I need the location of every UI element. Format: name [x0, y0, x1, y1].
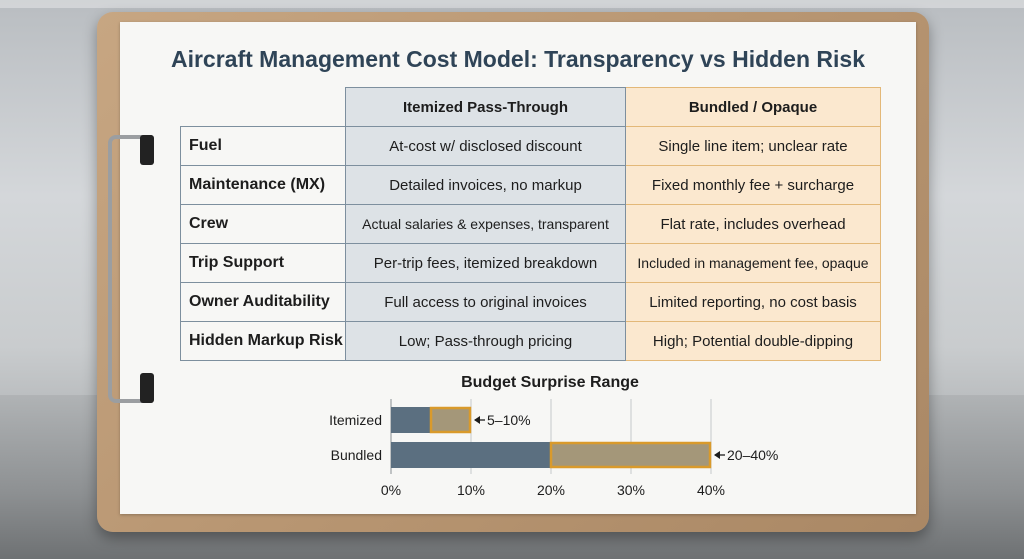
- table-row: Trip Support Per-trip fees, itemized bre…: [180, 243, 881, 283]
- chart-title: Budget Surprise Range: [461, 374, 639, 391]
- itemized-cell: Per-trip fees, itemized breakdown: [345, 243, 626, 283]
- category-label: Itemized: [329, 412, 382, 428]
- range-label: 5–10%: [487, 412, 531, 428]
- base-bar: [391, 442, 551, 468]
- table-row: Fuel At-cost w/ disclosed discount Singl…: [180, 126, 881, 166]
- x-tick-label: 40%: [697, 482, 725, 498]
- table-row: Maintenance (MX) Detailed invoices, no m…: [180, 165, 881, 205]
- row-label: Fuel: [180, 126, 346, 166]
- table-corner: [181, 88, 346, 127]
- budget-surprise-chart: 0% 10% 20% 30% 40% Itemized 5–10% Bundled 20–40%: [329, 399, 778, 498]
- bundled-cell: Fixed monthly fee + surcharge: [625, 165, 881, 205]
- row-label: Owner Auditability: [180, 282, 346, 322]
- col-header-bundled: Bundled / Opaque: [625, 87, 881, 127]
- bundled-cell: Single line item; unclear rate: [625, 126, 881, 166]
- x-tick-label: 30%: [617, 482, 645, 498]
- table-row: Owner Auditability Full access to origin…: [180, 282, 881, 322]
- bundled-cell: Flat rate, includes overhead: [625, 204, 881, 244]
- clip-tab-top: [140, 135, 154, 165]
- page-title: Aircraft Management Cost Model: Transpar…: [170, 46, 865, 72]
- range-bar: [549, 441, 712, 469]
- range-arrowhead: [474, 416, 480, 424]
- clip-tab-bottom: [140, 373, 154, 403]
- itemized-cell: Low; Pass-through pricing: [345, 321, 626, 361]
- bundled-cell: Included in management fee, opaque: [625, 243, 881, 283]
- range-label: 20–40%: [727, 447, 778, 463]
- comparison-table: Itemized Pass-Through Bundled / Opaque F…: [180, 87, 881, 361]
- range-bar: [429, 406, 472, 434]
- row-label: Maintenance (MX): [180, 165, 346, 205]
- table-row: Crew Actual salaries & expenses, transpa…: [180, 204, 881, 244]
- base-bar: [391, 407, 431, 433]
- table-row: Hidden Markup Risk Low; Pass-through pri…: [180, 321, 881, 361]
- col-header-itemized: Itemized Pass-Through: [345, 87, 626, 127]
- itemized-cell: At-cost w/ disclosed discount: [345, 126, 626, 166]
- clipboard-clip: [108, 135, 152, 403]
- itemized-cell: Actual salaries & expenses, transparent: [345, 204, 626, 244]
- itemized-cell: Detailed invoices, no markup: [345, 165, 626, 205]
- itemized-cell: Full access to original invoices: [345, 282, 626, 322]
- category-label: Bundled: [331, 447, 382, 463]
- bundled-cell: High; Potential double-dipping: [625, 321, 881, 361]
- x-tick-label: 10%: [457, 482, 485, 498]
- row-label: Crew: [180, 204, 346, 244]
- row-label: Trip Support: [180, 243, 346, 283]
- x-tick-label: 20%: [537, 482, 565, 498]
- x-tick-label: 0%: [381, 482, 401, 498]
- row-label: Hidden Markup Risk: [180, 321, 346, 361]
- bundled-cell: Limited reporting, no cost basis: [625, 282, 881, 322]
- range-arrowhead: [714, 451, 720, 459]
